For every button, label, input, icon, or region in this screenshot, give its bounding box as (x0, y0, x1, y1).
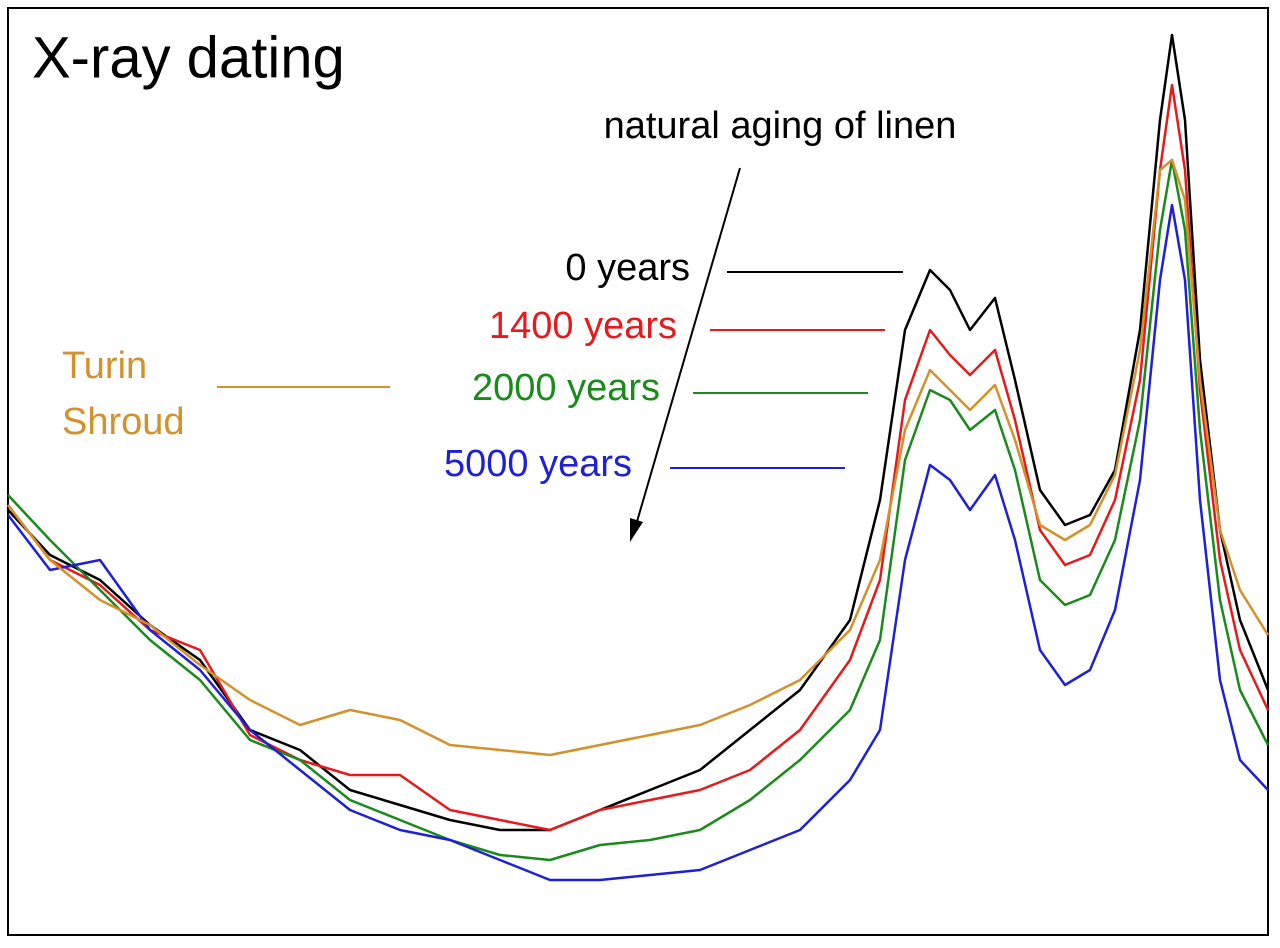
arrow (635, 167, 741, 526)
frame (7, 7, 1269, 936)
legend-label: Turin Shroud (62, 345, 185, 443)
series-line (7, 33, 1270, 832)
legend-label: 2000 years (472, 367, 660, 409)
series-line (7, 158, 1270, 862)
legend-label: 0 years (565, 247, 690, 289)
legend-label: 1400 years (489, 305, 677, 347)
series-line (7, 158, 1270, 757)
legend-label: 5000 years (444, 443, 632, 485)
arrow-head (630, 518, 643, 542)
chart-title: X-ray dating (32, 25, 345, 90)
annotation: natural aging of linen (604, 105, 957, 147)
series-line (7, 203, 1269, 882)
